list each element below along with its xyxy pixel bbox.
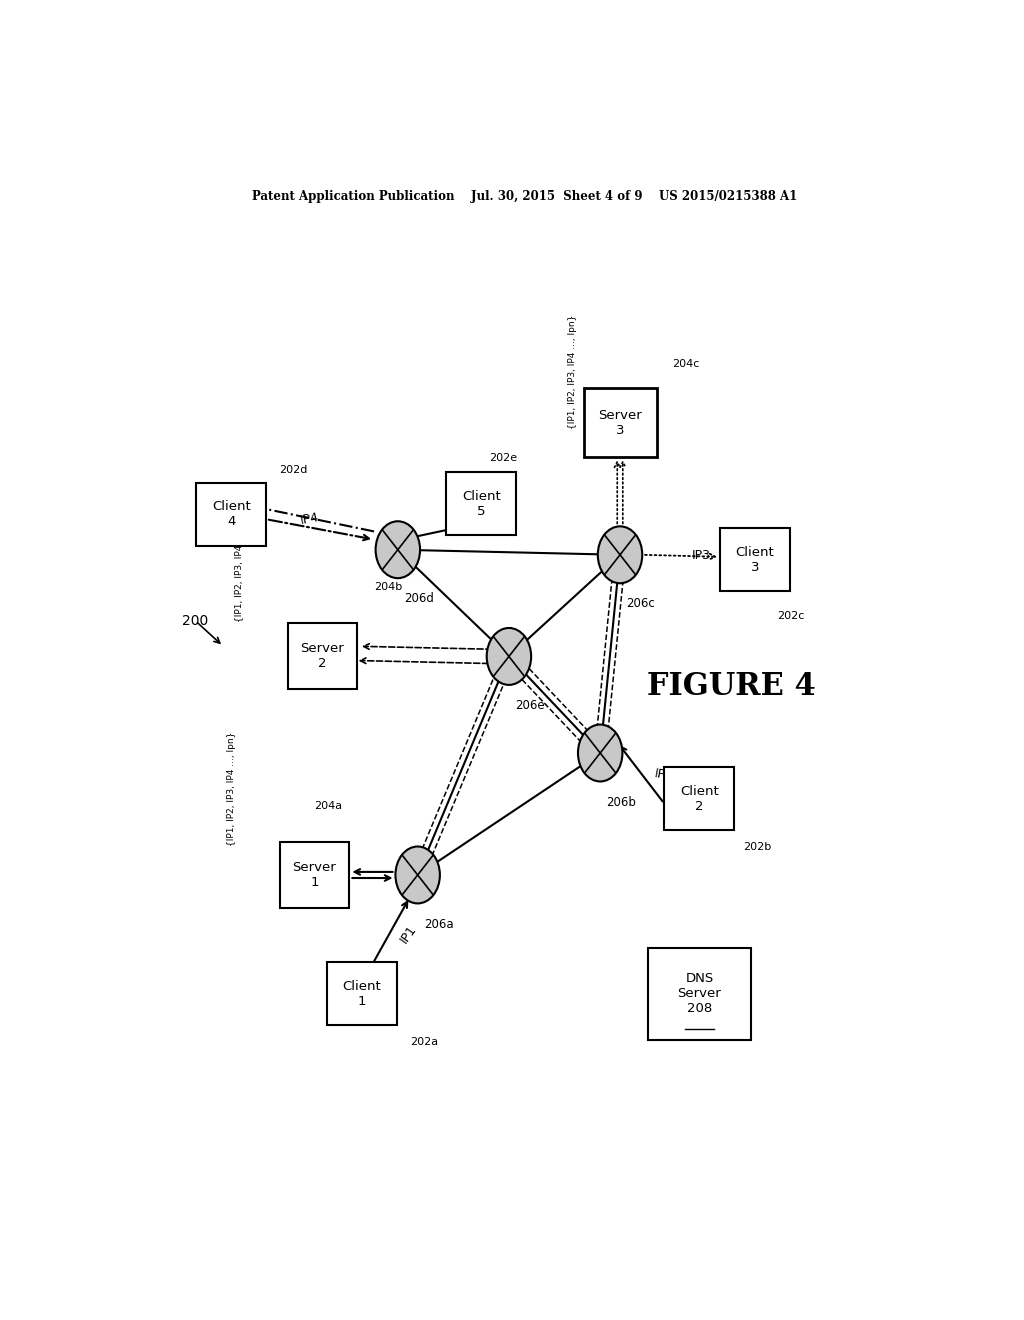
Text: {IP1, IP2, IP3, IP4 ..., Ipn}: {IP1, IP2, IP3, IP4 ..., Ipn}: [234, 508, 244, 622]
Text: Client
1: Client 1: [343, 979, 382, 1008]
Bar: [720, 528, 790, 591]
Bar: [197, 483, 266, 545]
Text: 202b: 202b: [743, 842, 771, 851]
Text: IP2: IP2: [653, 767, 675, 784]
Text: 206d: 206d: [404, 593, 434, 606]
Text: 202a: 202a: [410, 1036, 438, 1047]
Bar: [328, 962, 397, 1026]
Bar: [665, 767, 734, 830]
Text: Client
2: Client 2: [680, 784, 719, 813]
Text: Server
2: Server 2: [301, 643, 344, 671]
Bar: [288, 623, 357, 689]
Text: 200: 200: [182, 614, 209, 628]
Circle shape: [395, 846, 440, 903]
Text: 202e: 202e: [489, 453, 517, 463]
Bar: [280, 842, 349, 908]
Text: 206c: 206c: [627, 598, 655, 610]
Text: 206b: 206b: [606, 796, 636, 809]
Text: 202c: 202c: [777, 611, 805, 620]
Text: 204c: 204c: [673, 359, 699, 368]
Text: Client
4: Client 4: [212, 500, 251, 528]
Text: Client
3: Client 3: [735, 546, 774, 574]
Circle shape: [486, 628, 531, 685]
Bar: [584, 388, 656, 457]
Text: IP4: IP4: [445, 510, 467, 527]
Text: IP1: IP1: [397, 923, 420, 946]
Text: 202d: 202d: [279, 466, 307, 475]
Text: Server
3: Server 3: [598, 409, 642, 437]
Circle shape: [578, 725, 623, 781]
Text: DNS
Server
208: DNS Server 208: [678, 973, 721, 1015]
Bar: [446, 473, 516, 536]
Text: FIGURE 4: FIGURE 4: [647, 672, 815, 702]
Text: 204b: 204b: [374, 582, 402, 593]
Circle shape: [376, 521, 420, 578]
Text: 204a: 204a: [314, 801, 343, 810]
Text: Client
5: Client 5: [462, 490, 501, 517]
Text: 206e: 206e: [515, 700, 545, 711]
Text: Server
1: Server 1: [293, 861, 336, 888]
Text: IP4: IP4: [299, 511, 319, 527]
Circle shape: [598, 527, 642, 583]
Bar: [648, 948, 751, 1040]
Text: {IP1, IP2, IP3, IP4 ..., Ipn}: {IP1, IP2, IP3, IP4 ..., Ipn}: [568, 314, 577, 429]
Text: {IP1, IP2, IP3, IP4 ..., Ipn}: {IP1, IP2, IP3, IP4 ..., Ipn}: [226, 731, 236, 846]
Text: IP3: IP3: [691, 549, 711, 562]
Text: 206a: 206a: [424, 917, 454, 931]
Text: Patent Application Publication    Jul. 30, 2015  Sheet 4 of 9    US 2015/0215388: Patent Application Publication Jul. 30, …: [252, 190, 798, 202]
